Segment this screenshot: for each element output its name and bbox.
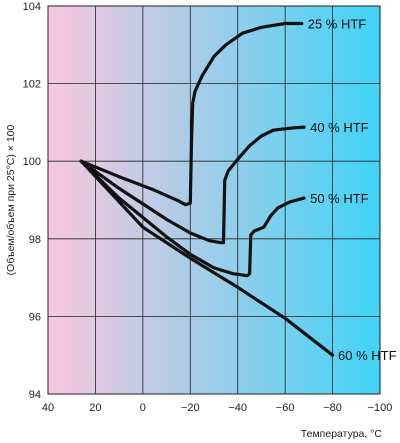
y-tick-label: 94 (29, 389, 41, 401)
y-tick-label: 104 (23, 1, 41, 13)
series-line (79, 159, 306, 278)
x-tick-label: −80 (323, 402, 342, 414)
y-tick-label: 96 (29, 311, 41, 323)
x-tick-label: −20 (181, 402, 200, 414)
x-axis-title: Температура, °C (301, 428, 383, 440)
series-label: 60 % HTF (338, 348, 397, 363)
y-axis-title: (Объем/объем при 25°C) × 100 (5, 125, 17, 276)
y-axis-ticks: 94 96 98 100 102 104 (23, 1, 41, 401)
series-line (79, 21, 304, 207)
y-tick-label: 100 (23, 156, 41, 168)
series-group (79, 21, 335, 357)
x-axis-ticks: 40 20 0 −20 −40 −60 −80 −100 (42, 402, 393, 414)
x-tick-label: 40 (42, 402, 54, 414)
series-line (79, 159, 335, 357)
plot-area (48, 6, 380, 394)
plot-frame (47, 5, 381, 395)
x-tick-label: −100 (368, 402, 393, 414)
x-tick-label: 0 (140, 402, 146, 414)
series-labels: 25 % HTF 40 % HTF 50 % HTF 60 % HTF (308, 16, 397, 363)
series-label: 50 % HTF (310, 191, 369, 206)
x-tick-label: −60 (276, 402, 295, 414)
y-tick-label: 102 (23, 79, 41, 91)
y-tick-label: 98 (29, 234, 41, 246)
series-label: 25 % HTF (308, 16, 367, 31)
series-line (79, 125, 306, 245)
x-tick-label: 20 (89, 402, 101, 414)
x-tick-label: −40 (228, 402, 247, 414)
series-label: 40 % HTF (310, 120, 369, 135)
